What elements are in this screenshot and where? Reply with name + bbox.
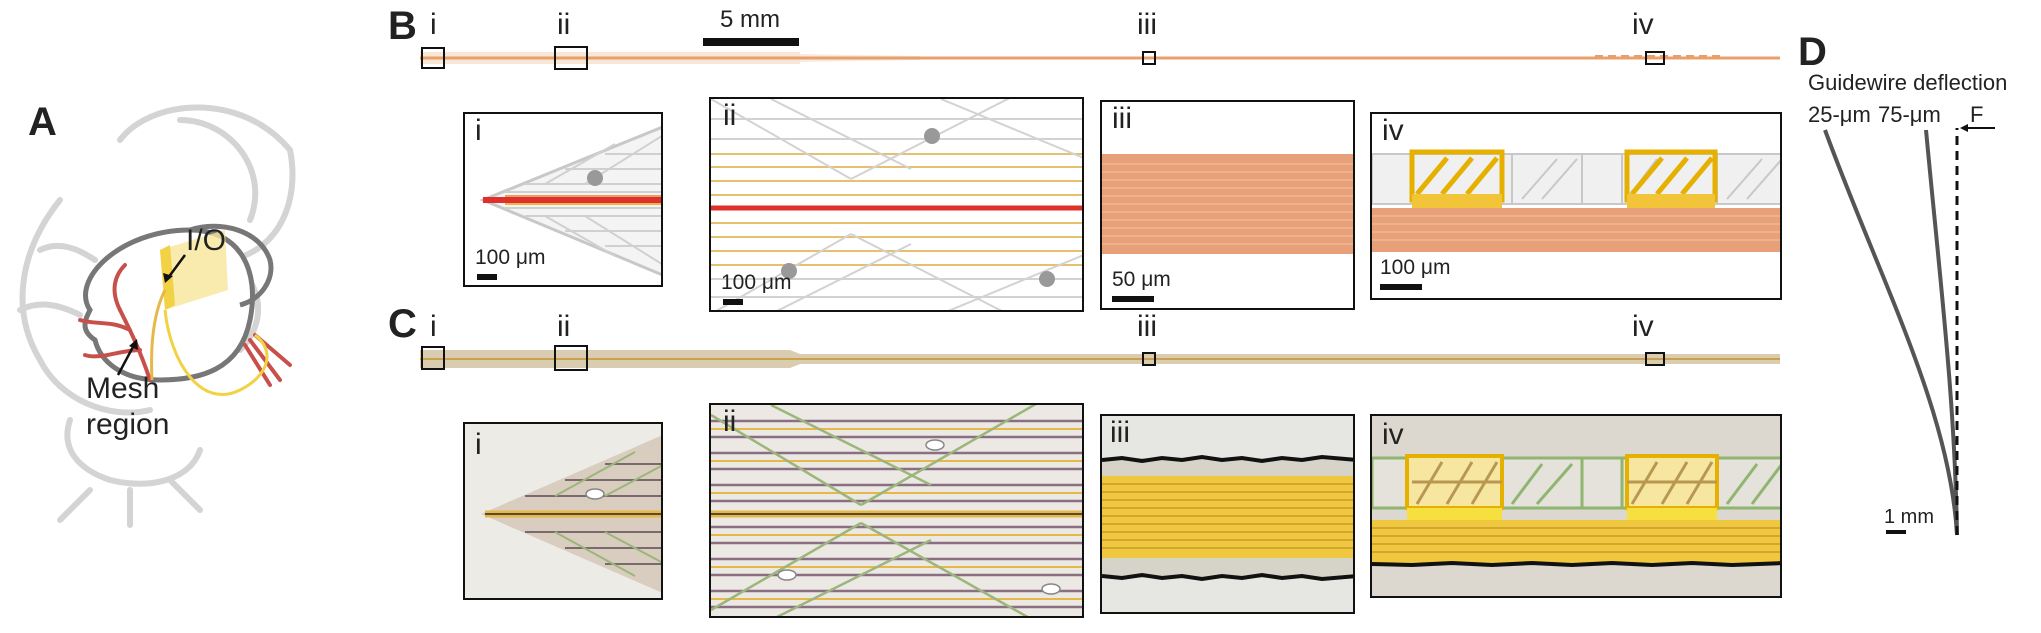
d-title: Guidewire deflection <box>1808 70 2008 95</box>
scale-label-5mm: 5 mm <box>720 6 780 33</box>
c-roman-ii: ii <box>557 310 571 343</box>
b-inset-i: i 100 μm <box>463 112 663 287</box>
c-roman-iii: iii <box>1137 310 1157 343</box>
b-inset-iii-scale-label: 50 μm <box>1112 268 1171 291</box>
c-inset-ii: ii <box>709 403 1084 618</box>
c-inset-ii-label: ii <box>723 405 737 438</box>
b-inset-iii: iii 50 μm <box>1100 100 1355 310</box>
c-inset-i: i <box>463 422 663 600</box>
panel-b-overview-strip <box>420 46 1780 70</box>
c-inset-iv: iv <box>1370 414 1782 598</box>
d-label-force: F <box>1970 102 1984 127</box>
d-label-75um: 75-μm <box>1878 102 1941 127</box>
b-roman-iii: iii <box>1137 8 1157 41</box>
b-roman-i: i <box>430 8 437 41</box>
b-inset-i-label: i <box>475 114 482 147</box>
scale-bar-5mm <box>703 38 799 46</box>
mesh-label-line2: region <box>86 408 170 441</box>
mouse-brain-illustration <box>17 104 296 528</box>
panel-label-b: B <box>388 4 417 48</box>
b-inset-iv-label: iv <box>1382 114 1404 147</box>
c-inset-iii-label: iii <box>1110 416 1130 449</box>
b-roman-iv: iv <box>1632 8 1654 41</box>
b-inset-ii-label: ii <box>723 99 737 132</box>
b-roman-ii: ii <box>557 8 571 41</box>
c-roman-i: i <box>430 310 437 343</box>
d-scale-label: 1 mm <box>1884 506 1934 528</box>
panel-label-d: D <box>1798 30 1827 74</box>
b-inset-ii-scale-label: 100 μm <box>721 271 792 294</box>
guidewire-deflection-plot <box>1823 124 1995 536</box>
b-inset-iii-label: iii <box>1112 102 1132 135</box>
panel-label-c: C <box>388 302 417 346</box>
b-inset-iv: iv 100 μm <box>1370 112 1782 300</box>
b-inset-i-scale-bar <box>477 274 497 280</box>
c-roman-iv: iv <box>1632 310 1654 343</box>
panel-c-overview-strip <box>420 345 1780 371</box>
panel-label-a: A <box>28 100 57 144</box>
b-inset-ii-scale-bar <box>723 299 743 305</box>
d-label-25um: 25-μm <box>1808 102 1871 127</box>
c-inset-iii: iii <box>1100 414 1355 614</box>
b-inset-ii: ii 100 μm <box>709 97 1084 312</box>
io-label: I/O <box>186 224 227 257</box>
b-inset-iii-scale-bar <box>1112 296 1154 302</box>
b-inset-iv-scale-label: 100 μm <box>1380 256 1451 279</box>
b-inset-iv-scale-bar <box>1380 284 1422 290</box>
c-inset-i-label: i <box>475 428 482 461</box>
b-inset-i-scale-label: 100 μm <box>475 246 546 269</box>
mesh-label-line1: Mesh <box>86 372 160 405</box>
c-inset-iv-label: iv <box>1382 418 1404 451</box>
